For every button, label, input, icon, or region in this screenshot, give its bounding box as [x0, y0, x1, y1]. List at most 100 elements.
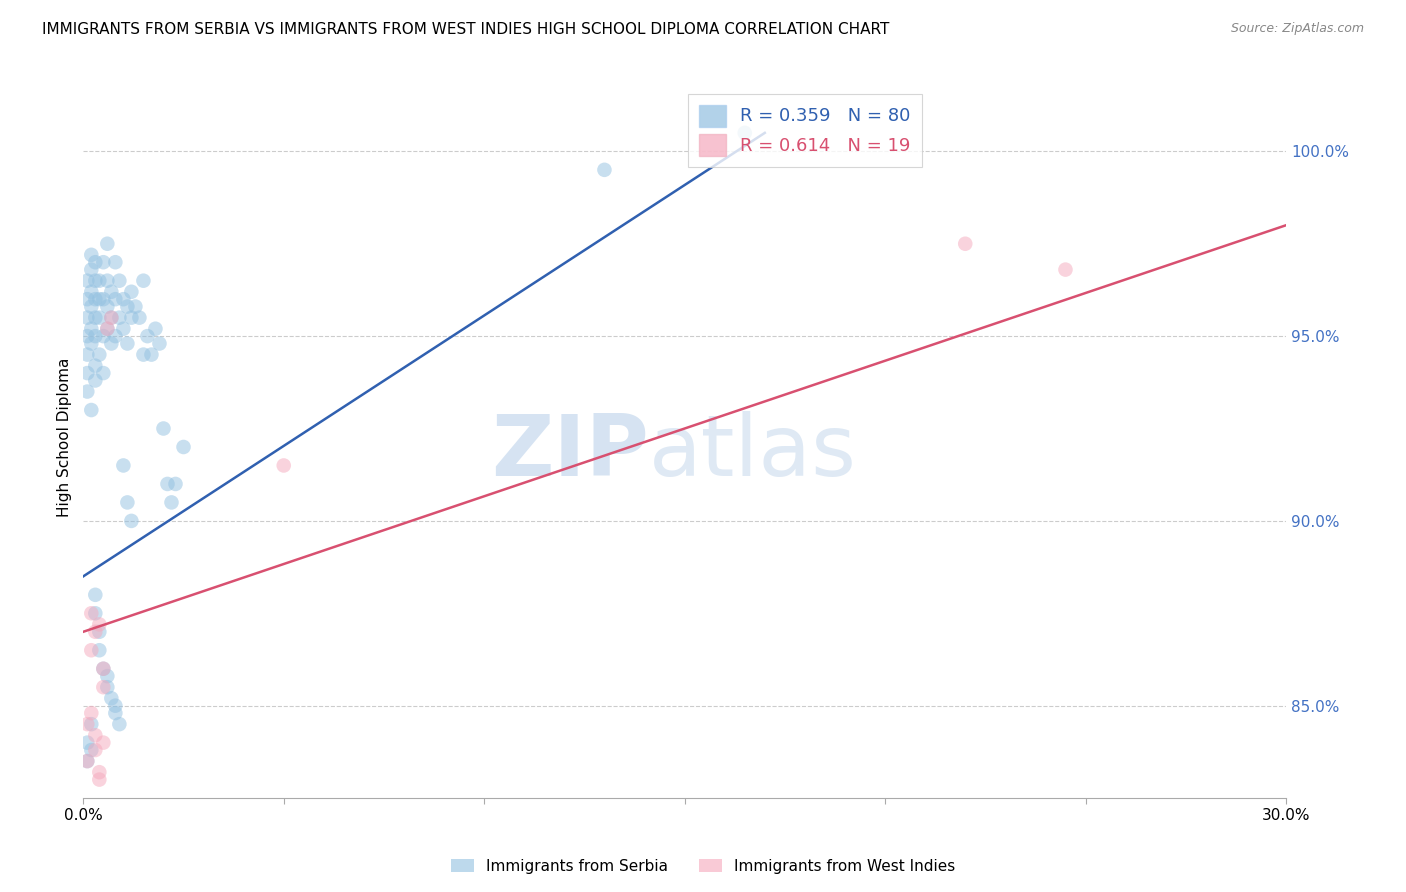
- Point: [91, 366, 114, 380]
- Point: [80, 607, 103, 621]
- Point: [91, 255, 114, 269]
- Point: [955, 236, 977, 251]
- Point: [84, 255, 107, 269]
- Point: [80, 706, 103, 720]
- Point: [120, 285, 142, 299]
- Point: [89, 617, 111, 632]
- Point: [96, 669, 118, 683]
- Point: [112, 292, 135, 306]
- Point: [91, 329, 114, 343]
- Point: [160, 495, 183, 509]
- Point: [96, 300, 118, 314]
- Point: [80, 322, 103, 336]
- Point: [89, 310, 111, 325]
- Point: [117, 495, 139, 509]
- Text: ZIP: ZIP: [491, 410, 648, 493]
- Point: [76, 717, 98, 731]
- Point: [117, 336, 139, 351]
- Point: [165, 477, 187, 491]
- Point: [128, 310, 150, 325]
- Point: [76, 736, 98, 750]
- Point: [173, 440, 195, 454]
- Point: [91, 680, 114, 694]
- Point: [593, 162, 616, 177]
- Point: [100, 691, 122, 706]
- Point: [148, 336, 170, 351]
- Point: [80, 717, 103, 731]
- Point: [84, 624, 107, 639]
- Point: [89, 624, 111, 639]
- Point: [152, 421, 174, 435]
- Point: [124, 300, 146, 314]
- Legend: R = 0.359   N = 80, R = 0.614   N = 19: R = 0.359 N = 80, R = 0.614 N = 19: [688, 94, 922, 167]
- Point: [89, 772, 111, 787]
- Point: [96, 274, 118, 288]
- Point: [108, 717, 131, 731]
- Point: [734, 126, 756, 140]
- Text: Source: ZipAtlas.com: Source: ZipAtlas.com: [1230, 22, 1364, 36]
- Point: [80, 403, 103, 417]
- Point: [80, 336, 103, 351]
- Point: [156, 477, 179, 491]
- Text: atlas: atlas: [648, 410, 856, 493]
- Point: [84, 329, 107, 343]
- Point: [80, 300, 103, 314]
- Point: [112, 322, 135, 336]
- Point: [104, 329, 127, 343]
- Point: [80, 248, 103, 262]
- Point: [100, 285, 122, 299]
- Point: [96, 322, 118, 336]
- Point: [89, 292, 111, 306]
- Point: [80, 285, 103, 299]
- Point: [76, 292, 98, 306]
- Point: [76, 366, 98, 380]
- Point: [76, 310, 98, 325]
- Point: [91, 662, 114, 676]
- Point: [145, 322, 167, 336]
- Point: [273, 458, 295, 473]
- Point: [89, 643, 111, 657]
- Point: [96, 236, 118, 251]
- Point: [100, 310, 122, 325]
- Legend: Immigrants from Serbia, Immigrants from West Indies: Immigrants from Serbia, Immigrants from …: [444, 853, 962, 880]
- Point: [89, 348, 111, 362]
- Point: [132, 274, 155, 288]
- Point: [84, 292, 107, 306]
- Point: [120, 514, 142, 528]
- Point: [104, 255, 127, 269]
- Point: [141, 348, 163, 362]
- Point: [84, 607, 107, 621]
- Point: [84, 274, 107, 288]
- Point: [76, 329, 98, 343]
- Point: [1054, 262, 1077, 277]
- Point: [84, 359, 107, 373]
- Point: [84, 310, 107, 325]
- Point: [104, 698, 127, 713]
- Point: [76, 754, 98, 768]
- Point: [136, 329, 159, 343]
- Text: IMMIGRANTS FROM SERBIA VS IMMIGRANTS FROM WEST INDIES HIGH SCHOOL DIPLOMA CORREL: IMMIGRANTS FROM SERBIA VS IMMIGRANTS FRO…: [42, 22, 890, 37]
- Point: [84, 728, 107, 742]
- Point: [108, 310, 131, 325]
- Point: [104, 292, 127, 306]
- Point: [132, 348, 155, 362]
- Point: [108, 274, 131, 288]
- Point: [91, 662, 114, 676]
- Point: [100, 310, 122, 325]
- Y-axis label: High School Diploma: High School Diploma: [58, 358, 72, 517]
- Point: [76, 754, 98, 768]
- Point: [80, 643, 103, 657]
- Point: [84, 743, 107, 757]
- Point: [112, 458, 135, 473]
- Point: [96, 322, 118, 336]
- Point: [76, 384, 98, 399]
- Point: [84, 588, 107, 602]
- Point: [91, 736, 114, 750]
- Point: [117, 300, 139, 314]
- Point: [84, 374, 107, 388]
- Point: [89, 274, 111, 288]
- Point: [76, 348, 98, 362]
- Point: [76, 274, 98, 288]
- Point: [120, 310, 142, 325]
- Point: [100, 336, 122, 351]
